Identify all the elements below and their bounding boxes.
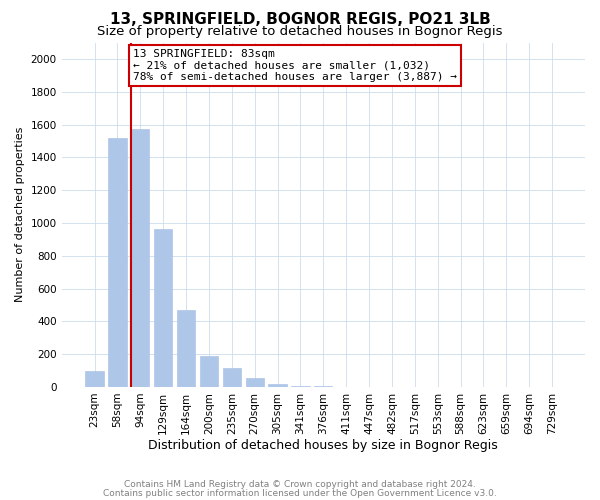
Bar <box>223 368 241 387</box>
Text: Contains public sector information licensed under the Open Government Licence v3: Contains public sector information licen… <box>103 488 497 498</box>
X-axis label: Distribution of detached houses by size in Bognor Regis: Distribution of detached houses by size … <box>148 440 498 452</box>
Bar <box>177 310 195 387</box>
Bar <box>268 384 287 387</box>
Bar <box>245 378 264 387</box>
Bar <box>292 386 310 387</box>
Bar <box>131 130 149 387</box>
Bar <box>109 138 127 387</box>
Bar <box>154 230 172 387</box>
Text: Size of property relative to detached houses in Bognor Regis: Size of property relative to detached ho… <box>97 25 503 38</box>
Bar <box>85 370 104 387</box>
Text: 13, SPRINGFIELD, BOGNOR REGIS, PO21 3LB: 13, SPRINGFIELD, BOGNOR REGIS, PO21 3LB <box>110 12 490 28</box>
Text: Contains HM Land Registry data © Crown copyright and database right 2024.: Contains HM Land Registry data © Crown c… <box>124 480 476 489</box>
Text: 13 SPRINGFIELD: 83sqm
← 21% of detached houses are smaller (1,032)
78% of semi-d: 13 SPRINGFIELD: 83sqm ← 21% of detached … <box>133 49 457 82</box>
Y-axis label: Number of detached properties: Number of detached properties <box>15 127 25 302</box>
Bar <box>200 356 218 387</box>
